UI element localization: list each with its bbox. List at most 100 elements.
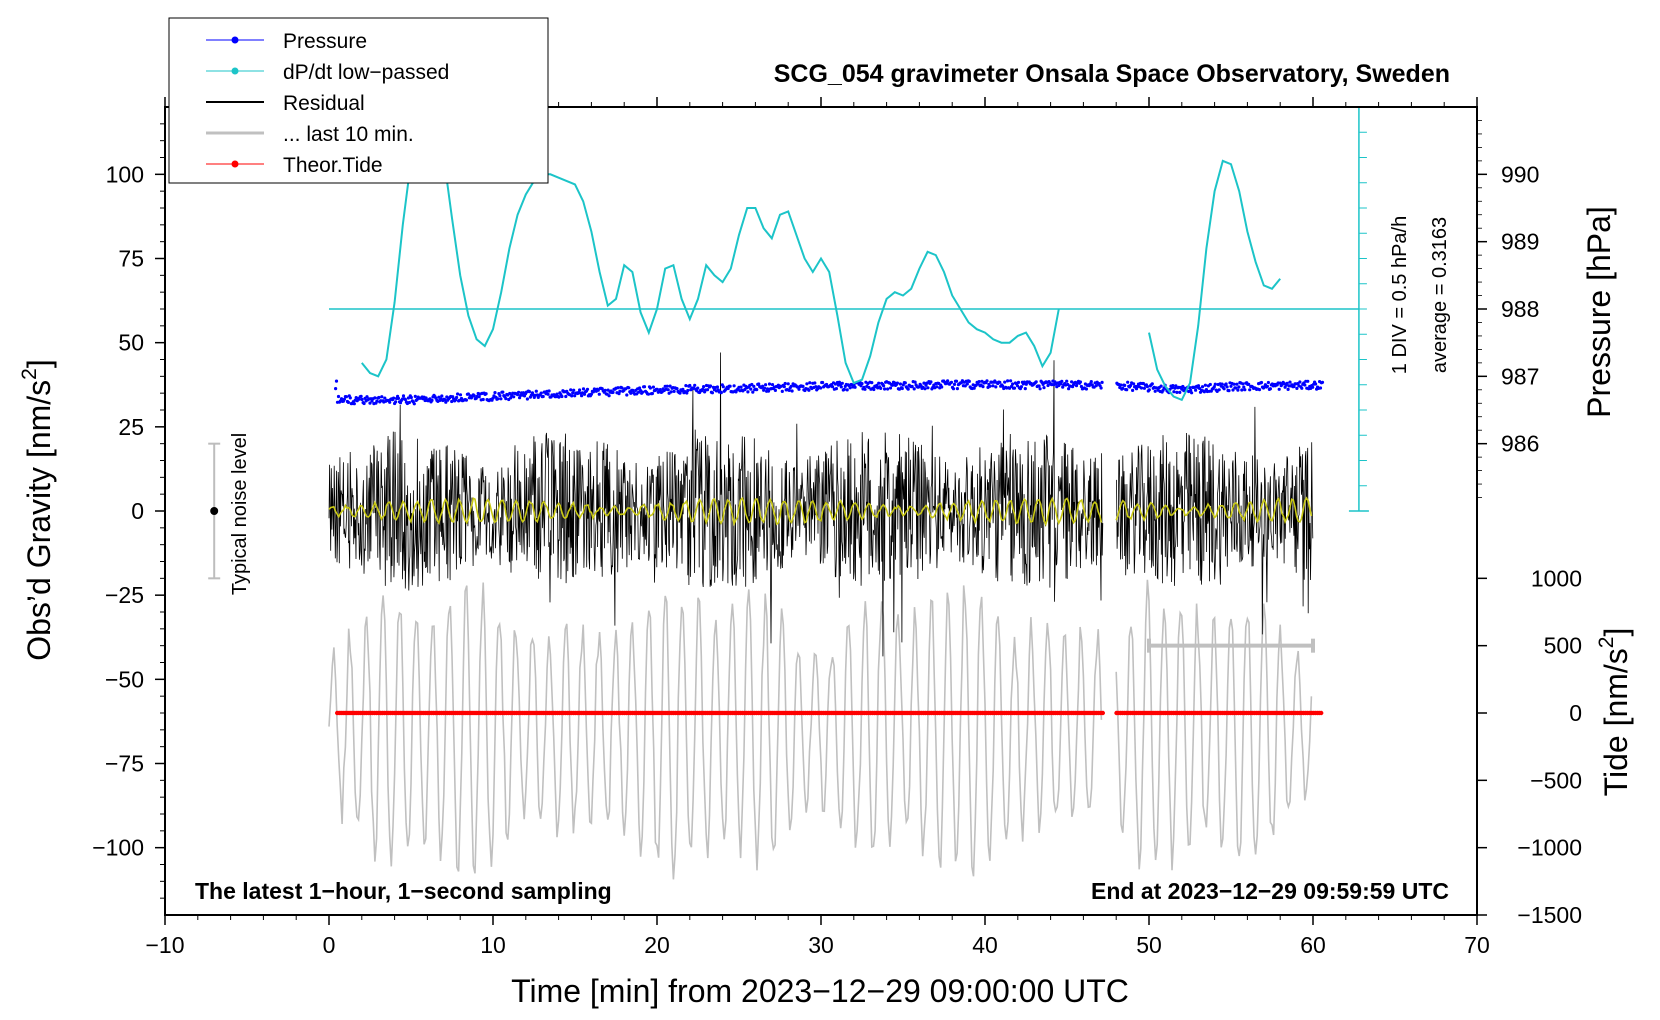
y-axis-label-tide-main: Tide [nm/s bbox=[1598, 648, 1634, 796]
pressure-point-963 bbox=[1295, 386, 1299, 390]
pressure-point-360 bbox=[688, 383, 692, 388]
pressure-point-340 bbox=[668, 384, 672, 388]
pressure-point-118 bbox=[450, 399, 454, 404]
pressure-point-903 bbox=[1236, 388, 1240, 392]
pressure-point-791 bbox=[1126, 380, 1130, 384]
pressure-point-589 bbox=[913, 380, 917, 384]
pressure-point-170 bbox=[501, 390, 505, 394]
pressure-point-517 bbox=[842, 387, 846, 391]
pressure-point-898 bbox=[1231, 388, 1235, 392]
x-tick-label-6: 50 bbox=[1136, 932, 1162, 958]
pressure-point-350 bbox=[678, 391, 682, 395]
pressure-point-840 bbox=[1174, 384, 1178, 388]
y-tick-label-1: 75 bbox=[118, 246, 144, 272]
pressure-point-268 bbox=[597, 392, 601, 396]
pressure-point-81 bbox=[413, 394, 417, 398]
pressure-point-748 bbox=[1070, 380, 1074, 384]
pressure-point-419 bbox=[746, 390, 750, 394]
y-tick-label-6: −50 bbox=[105, 666, 144, 692]
pressure-point-211 bbox=[541, 394, 545, 399]
pressure-point-59 bbox=[392, 396, 396, 400]
pressure-point-520 bbox=[845, 388, 849, 392]
pressure-point-32 bbox=[365, 395, 369, 399]
pressure-point-11 bbox=[344, 395, 348, 399]
pressure-point-910 bbox=[1243, 388, 1247, 392]
pressure-point-579 bbox=[903, 381, 907, 385]
pressure-point-267 bbox=[596, 388, 600, 392]
pressure-point-956 bbox=[1288, 380, 1292, 384]
pressure-point-150 bbox=[481, 397, 485, 402]
y-tick-label-2: 50 bbox=[118, 330, 144, 356]
pressure-point-808 bbox=[1142, 386, 1146, 390]
noise-level-label: Typical noise level bbox=[229, 433, 251, 595]
pressure-point-716 bbox=[1038, 387, 1042, 391]
pressure-point-242 bbox=[572, 388, 576, 392]
pressure-point-758 bbox=[1079, 384, 1083, 389]
y-tick-label-8: −100 bbox=[92, 835, 144, 861]
pressure-point-240 bbox=[570, 394, 574, 398]
dpdt-trace bbox=[329, 107, 1359, 402]
pressure-point-322 bbox=[650, 391, 655, 396]
x-axis-label: Time [min] from 2023−12−29 09:00:00 UTC bbox=[511, 973, 1129, 1009]
pressure-point-701 bbox=[1023, 387, 1027, 391]
pressure-point-394 bbox=[721, 385, 725, 389]
pressure-point-282 bbox=[611, 390, 615, 394]
pressure-point-27 bbox=[360, 397, 364, 402]
pressure-point-256 bbox=[585, 387, 590, 391]
x-tick-label-1: 0 bbox=[323, 932, 336, 958]
pressure-point-204 bbox=[534, 389, 538, 393]
pressure-trace bbox=[334, 379, 1325, 406]
pressure-point-763 bbox=[1084, 387, 1088, 391]
pressure-point-365 bbox=[693, 383, 697, 387]
pressure-point-479 bbox=[805, 382, 809, 386]
pressure-point-552 bbox=[877, 381, 881, 385]
tide-point-389 bbox=[1100, 710, 1106, 716]
pressure-point-933 bbox=[1265, 384, 1269, 388]
pressure-point-574 bbox=[898, 382, 903, 386]
pressure-point-971 bbox=[1303, 383, 1307, 387]
dpdt-scale-text-2: average = 0.3163 bbox=[1429, 217, 1451, 373]
pressure-point-737 bbox=[1059, 382, 1063, 386]
dpdt-scale-text-1: 1 DIV = 0.5 hPa/h bbox=[1389, 216, 1411, 374]
pressure-point-123 bbox=[455, 395, 459, 400]
pressure-point-571 bbox=[895, 381, 900, 385]
pressure-point-405 bbox=[732, 384, 736, 388]
legend-item-tide: Theor.Tide bbox=[206, 154, 383, 177]
pressure-point-966 bbox=[1298, 380, 1302, 384]
pressure-point-77 bbox=[409, 395, 413, 400]
pressure-tick-label-3: 987 bbox=[1501, 363, 1539, 389]
pressure-point-628 bbox=[951, 387, 956, 391]
pressure-point-124 bbox=[456, 392, 460, 396]
y-axis-label-gravity: Obs’d Gravity [nm/s2] bbox=[18, 359, 57, 661]
pressure-point-869 bbox=[1202, 390, 1206, 394]
pressure-point-528 bbox=[853, 385, 857, 389]
legend-label-tide: Theor.Tide bbox=[283, 154, 383, 177]
pressure-point-616 bbox=[940, 385, 944, 389]
pressure-point-35 bbox=[368, 401, 372, 405]
pressure-point-209 bbox=[539, 391, 543, 395]
pressure-point-945 bbox=[1277, 387, 1281, 391]
pressure-point-441 bbox=[767, 382, 772, 386]
pressure-point-195 bbox=[525, 397, 530, 401]
pressure-point-217 bbox=[547, 389, 551, 393]
pressure-point-535 bbox=[860, 382, 864, 386]
pressure-point-378 bbox=[705, 388, 710, 392]
pressure-point-71 bbox=[403, 397, 407, 402]
footer-right-label: End at 2023−12−29 09:59:59 UTC bbox=[1091, 878, 1449, 904]
pressure-point-598 bbox=[922, 381, 926, 385]
pressure-point-461 bbox=[787, 388, 791, 392]
pressure-point-902 bbox=[1235, 382, 1239, 386]
pressure-point-788 bbox=[1123, 383, 1127, 387]
pressure-point-92 bbox=[424, 396, 428, 400]
pressure-point-907 bbox=[1240, 388, 1244, 392]
legend-marker-pressure bbox=[231, 36, 239, 44]
pressure-point-234 bbox=[564, 394, 568, 399]
pressure-point-622 bbox=[946, 379, 950, 383]
pressure-point-40 bbox=[373, 396, 377, 400]
pressure-point-337 bbox=[665, 384, 669, 388]
pressure-point-870 bbox=[1203, 383, 1207, 387]
pressure-point-253 bbox=[582, 392, 587, 396]
pressure-point-658 bbox=[981, 385, 985, 389]
pressure-point-296 bbox=[625, 393, 629, 397]
pressure-point-586 bbox=[910, 384, 914, 389]
